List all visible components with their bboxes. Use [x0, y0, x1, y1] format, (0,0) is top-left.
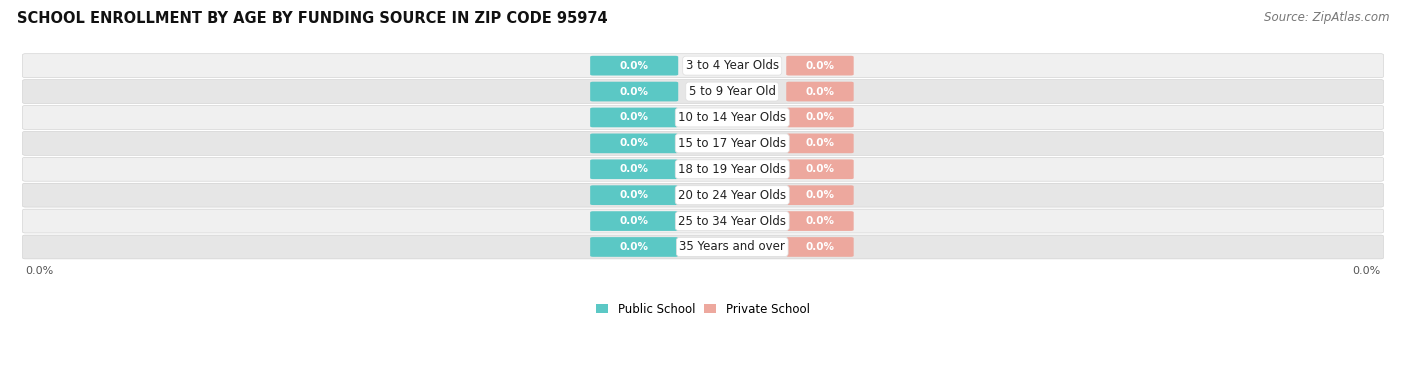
Text: 25 to 34 Year Olds: 25 to 34 Year Olds: [678, 215, 786, 228]
FancyBboxPatch shape: [591, 56, 678, 75]
FancyBboxPatch shape: [22, 183, 1384, 207]
FancyBboxPatch shape: [786, 237, 853, 257]
FancyBboxPatch shape: [22, 106, 1384, 129]
Text: 0.0%: 0.0%: [806, 164, 834, 174]
FancyBboxPatch shape: [786, 107, 853, 127]
Text: 0.0%: 0.0%: [620, 242, 648, 252]
Text: 0.0%: 0.0%: [620, 61, 648, 70]
Text: 5 to 9 Year Old: 5 to 9 Year Old: [689, 85, 776, 98]
Legend: Public School, Private School: Public School, Private School: [592, 298, 814, 320]
Text: 0.0%: 0.0%: [806, 61, 834, 70]
FancyBboxPatch shape: [786, 159, 853, 179]
FancyBboxPatch shape: [22, 54, 1384, 78]
FancyBboxPatch shape: [786, 211, 853, 231]
Text: 0.0%: 0.0%: [806, 216, 834, 226]
FancyBboxPatch shape: [591, 82, 678, 101]
Text: 15 to 17 Year Olds: 15 to 17 Year Olds: [678, 137, 786, 150]
FancyBboxPatch shape: [591, 107, 678, 127]
FancyBboxPatch shape: [591, 237, 678, 257]
FancyBboxPatch shape: [22, 235, 1384, 259]
FancyBboxPatch shape: [22, 80, 1384, 103]
Text: SCHOOL ENROLLMENT BY AGE BY FUNDING SOURCE IN ZIP CODE 95974: SCHOOL ENROLLMENT BY AGE BY FUNDING SOUR…: [17, 11, 607, 26]
Text: 0.0%: 0.0%: [806, 138, 834, 149]
Text: 35 Years and over: 35 Years and over: [679, 241, 785, 253]
FancyBboxPatch shape: [591, 159, 678, 179]
Text: 0.0%: 0.0%: [620, 216, 648, 226]
Text: 20 to 24 Year Olds: 20 to 24 Year Olds: [678, 188, 786, 202]
FancyBboxPatch shape: [22, 132, 1384, 155]
Text: Source: ZipAtlas.com: Source: ZipAtlas.com: [1264, 11, 1389, 24]
FancyBboxPatch shape: [786, 82, 853, 101]
Text: 0.0%: 0.0%: [620, 138, 648, 149]
FancyBboxPatch shape: [786, 56, 853, 75]
FancyBboxPatch shape: [591, 211, 678, 231]
Text: 18 to 19 Year Olds: 18 to 19 Year Olds: [678, 163, 786, 176]
Text: 0.0%: 0.0%: [620, 112, 648, 123]
FancyBboxPatch shape: [786, 185, 853, 205]
Text: 10 to 14 Year Olds: 10 to 14 Year Olds: [678, 111, 786, 124]
Text: 0.0%: 0.0%: [1353, 266, 1381, 276]
FancyBboxPatch shape: [22, 209, 1384, 233]
FancyBboxPatch shape: [591, 185, 678, 205]
Text: 0.0%: 0.0%: [25, 266, 53, 276]
Text: 0.0%: 0.0%: [620, 87, 648, 97]
FancyBboxPatch shape: [591, 133, 678, 153]
FancyBboxPatch shape: [22, 157, 1384, 181]
FancyBboxPatch shape: [786, 133, 853, 153]
Text: 0.0%: 0.0%: [620, 190, 648, 200]
Text: 3 to 4 Year Olds: 3 to 4 Year Olds: [686, 59, 779, 72]
Text: 0.0%: 0.0%: [806, 112, 834, 123]
Text: 0.0%: 0.0%: [620, 164, 648, 174]
Text: 0.0%: 0.0%: [806, 190, 834, 200]
Text: 0.0%: 0.0%: [806, 242, 834, 252]
Text: 0.0%: 0.0%: [806, 87, 834, 97]
